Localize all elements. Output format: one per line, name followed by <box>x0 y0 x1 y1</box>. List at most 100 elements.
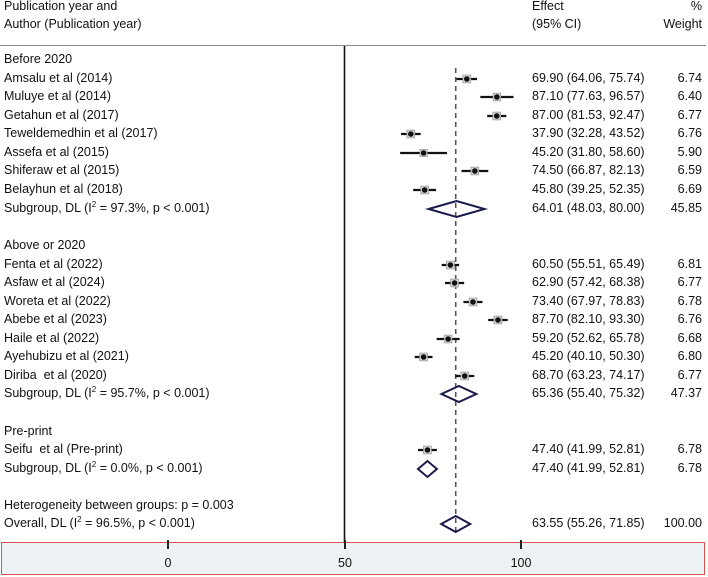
weight-value: 47.37 <box>670 386 702 400</box>
header-label-line1: Publication year and <box>4 0 118 13</box>
weight-value: 6.80 <box>677 349 702 363</box>
study-label: Muluye et al (2014) <box>4 89 112 103</box>
weight-value: 100.00 <box>663 516 702 530</box>
subgroup-label: Subgroup, DL (I2 = 0.0%, p < 0.001) <box>4 461 203 476</box>
label-text: = 97.3%, p < 0.001) <box>96 201 210 215</box>
label-text: Subgroup, DL (I <box>4 201 92 215</box>
effect-ci-value: 60.50 (55.51, 65.49) <box>532 257 645 271</box>
effect-ci-value: 63.55 (55.26, 71.85) <box>532 516 645 530</box>
weight-value: 6.78 <box>677 461 702 475</box>
overall-label: Overall, DL (I2 = 96.5%, p < 0.001) <box>4 516 195 531</box>
study-label: Amsalu et al (2014) <box>4 71 113 85</box>
effect-ci-value: 45.20 (40.10, 50.30) <box>532 349 645 363</box>
subgroup-diamond <box>416 459 439 479</box>
superscript: 2 <box>91 200 97 209</box>
weight-value: 6.78 <box>677 294 702 308</box>
point-estimate-marker <box>424 447 431 453</box>
study-label: Belayhun et al (2018) <box>4 182 123 196</box>
weight-value: 6.68 <box>677 331 702 345</box>
study-label: Teweldemedhin et al (2017) <box>4 126 158 140</box>
study-label: Assefa et al (2015) <box>4 145 109 159</box>
axis-tick-label: 50 <box>338 556 352 570</box>
label-text: Subgroup, DL (I <box>4 386 92 400</box>
study-label: Getahun et al (2017) <box>4 108 119 122</box>
axis-tick <box>344 540 346 549</box>
axis-tick <box>520 540 522 549</box>
study-label: Haile et al (2022) <box>4 331 100 345</box>
subgroup-diamond <box>424 199 489 219</box>
point-estimate-marker <box>408 131 414 137</box>
study-label: Ayehubizu et al (2021) <box>4 349 129 363</box>
weight-value: 6.74 <box>677 71 702 85</box>
weight-value: 6.40 <box>677 89 702 103</box>
effect-ci-value: 74.50 (66.87, 82.13) <box>532 163 645 177</box>
overall-diamond <box>439 514 473 534</box>
axis-tick-label: 0 <box>164 556 172 570</box>
subgroup-label: Subgroup, DL (I2 = 95.7%, p < 0.001) <box>4 386 210 401</box>
study-label: Seifu et al (Pre-print) <box>4 442 123 456</box>
weight-value: 6.81 <box>677 257 702 271</box>
point-estimate-marker <box>451 280 458 286</box>
x-axis: 0 50 100 <box>1 540 705 575</box>
superscript: 2 <box>91 385 97 394</box>
effect-ci-value: 87.10 (77.63, 96.57) <box>532 89 645 103</box>
label-text: = 95.7%, p < 0.001) <box>96 386 210 400</box>
point-estimate-marker <box>421 187 428 193</box>
label-text: = 96.5%, p < 0.001) <box>81 516 195 530</box>
weight-value: 6.59 <box>677 163 702 177</box>
weight-value: 6.78 <box>677 442 702 456</box>
effect-ci-value: 87.70 (82.10, 93.30) <box>532 312 645 326</box>
group-heading: Before 2020 <box>4 52 73 66</box>
study-label: Asfaw et al (2024) <box>4 275 105 289</box>
label-text: = 0.0%, p < 0.001) <box>96 461 203 475</box>
weight-value: 6.76 <box>677 126 702 140</box>
header-effect-line2: (95% CI) <box>532 17 582 31</box>
header-label-line2: Author (Publication year) <box>4 17 142 31</box>
weight-value: 6.76 <box>677 312 702 326</box>
effect-ci-value: 47.40 (41.99, 52.81) <box>532 442 645 456</box>
axis-tick-label: 100 <box>510 556 532 570</box>
effect-ci-value: 68.70 (63.23, 74.17) <box>532 368 645 382</box>
header-weight-line2: Weight <box>663 17 702 31</box>
effect-ci-value: 65.36 (55.40, 75.32) <box>532 386 645 400</box>
point-estimate-marker <box>445 336 451 342</box>
effect-ci-value: 59.20 (52.62, 65.78) <box>532 331 645 345</box>
effect-ci-value: 45.80 (39.25, 52.35) <box>532 182 645 196</box>
weight-value: 45.85 <box>670 201 702 215</box>
effect-ci-value: 62.90 (57.42, 68.38) <box>532 275 645 289</box>
effect-ci-value: 47.40 (41.99, 52.81) <box>532 461 645 475</box>
point-estimate-marker <box>470 299 476 305</box>
study-label: Abebe et al (2023) <box>4 312 107 326</box>
point-estimate-marker <box>494 94 500 100</box>
point-estimate-marker <box>472 168 478 174</box>
study-label: Woreta et al (2022) <box>4 294 111 308</box>
effect-ci-value: 87.00 (81.53, 92.47) <box>532 108 645 122</box>
point-estimate-marker <box>461 373 468 379</box>
superscript: 2 <box>91 460 97 469</box>
heterogeneity-note: Heterogeneity between groups: p = 0.003 <box>4 498 234 512</box>
point-estimate-marker <box>420 354 427 360</box>
weight-value: 6.69 <box>677 182 702 196</box>
label-text: Subgroup, DL (I <box>4 461 92 475</box>
effect-ci-value: 73.40 (67.97, 78.83) <box>532 294 645 308</box>
group-heading: Pre-print <box>4 424 52 438</box>
point-estimate-marker <box>495 317 501 323</box>
weight-value: 6.77 <box>677 275 702 289</box>
study-label: Shiferaw et al (2015) <box>4 163 120 177</box>
study-label: Diriba et al (2020) <box>4 368 107 382</box>
effect-ci-value: 64.01 (48.03, 80.00) <box>532 201 645 215</box>
axis-tick <box>167 540 169 549</box>
point-estimate-marker <box>464 76 470 82</box>
header-rule <box>0 45 706 46</box>
group-heading: Above or 2020 <box>4 238 86 252</box>
point-estimate-marker <box>447 262 454 268</box>
effect-ci-value: 45.20 (31.80, 58.60) <box>532 145 645 159</box>
superscript: 2 <box>77 515 82 524</box>
header-weight-line1: % <box>690 0 702 13</box>
label-text: Overall, DL (I <box>4 516 78 530</box>
header-effect-line1: Effect <box>532 0 564 13</box>
point-estimate-marker <box>420 150 427 156</box>
study-label: Fenta et al (2022) <box>4 257 103 271</box>
effect-ci-value: 37.90 (32.28, 43.52) <box>532 126 645 140</box>
